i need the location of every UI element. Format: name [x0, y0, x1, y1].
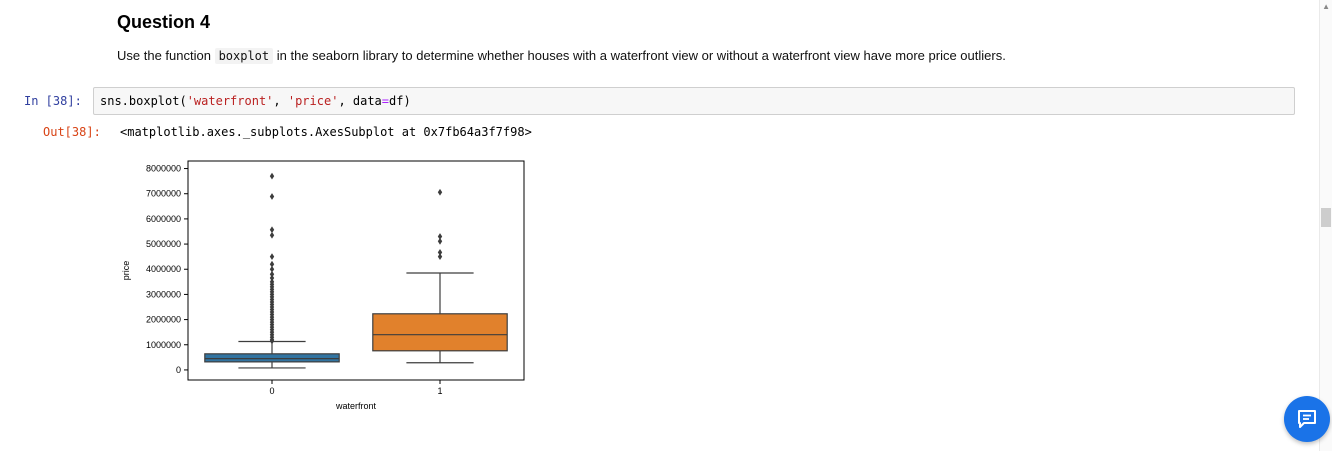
y-tick-label: 1000000: [146, 340, 181, 350]
outlier-point: [437, 248, 443, 256]
outlier-point: [437, 237, 443, 245]
y-tick-label: 2000000: [146, 315, 181, 325]
outlier-point: [269, 274, 275, 282]
y-tick-label: 4000000: [146, 264, 181, 274]
code-cell-input[interactable]: sns.boxplot('waterfront', 'price', data=…: [93, 87, 1295, 115]
axes-frame: [187, 160, 525, 381]
outlier-point: [269, 231, 275, 239]
box-iqr: [372, 313, 508, 352]
outlier-point: [269, 226, 275, 234]
outlier-point: [437, 188, 443, 196]
boxplot-chart: 0 1000000 2000000 3000000 4000000 5000000 6000…: [121, 160, 525, 411]
code-separator-1: ,: [273, 94, 288, 108]
paragraph-text-before: Use the function: [117, 48, 215, 63]
box-iqr: [204, 353, 340, 363]
outlier-point: [269, 172, 275, 180]
code-string-arg2: 'price': [287, 94, 339, 108]
chat-button[interactable]: [1284, 396, 1330, 442]
input-prompt: In [38]:: [24, 94, 82, 108]
inline-code: boxplot: [214, 48, 274, 64]
code-string-arg1: 'waterfront': [186, 94, 274, 108]
outlier-point: [269, 270, 275, 278]
vertical-scrollbar[interactable]: ▲: [1319, 0, 1332, 451]
scroll-up-arrow-icon[interactable]: ▲: [1322, 2, 1330, 11]
paragraph-text-after: in the seaborn library to determine whet…: [273, 48, 1006, 63]
x-axis-label: waterfront: [335, 401, 377, 411]
y-axis-label: price: [121, 261, 131, 281]
outlier-point: [269, 260, 275, 268]
scrollbar-thumb[interactable]: [1321, 208, 1331, 227]
outlier-point: [269, 278, 275, 286]
code-end: df): [389, 94, 411, 108]
markdown-paragraph: Use the function boxplot in the seaborn …: [117, 48, 1006, 64]
code-separator-2: , data: [338, 94, 382, 108]
y-tick-label: 6000000: [146, 214, 181, 224]
outlier-point: [269, 253, 275, 261]
output-text: <matplotlib.axes._subplots.AxesSubplot a…: [120, 125, 532, 139]
outlier-point: [269, 265, 275, 273]
x-tick-label: 0: [269, 386, 274, 396]
outlier-point: [437, 253, 443, 261]
code-function: sns.boxplot(: [100, 94, 187, 108]
y-tick-label: 5000000: [146, 239, 181, 249]
x-tick-label: 1: [437, 386, 442, 396]
outlier-point: [437, 233, 443, 240]
y-tick-label: 0: [176, 365, 181, 375]
y-tick-label: 3000000: [146, 289, 181, 299]
y-tick-label: 8000000: [146, 164, 181, 174]
output-prompt: Out[38]:: [43, 125, 101, 139]
code-operator: =: [381, 94, 390, 108]
markdown-title: Question 4: [117, 12, 211, 32]
outlier-point: [269, 193, 275, 200]
y-tick-label: 7000000: [146, 189, 181, 199]
chat-bubble-icon: [1298, 410, 1316, 428]
